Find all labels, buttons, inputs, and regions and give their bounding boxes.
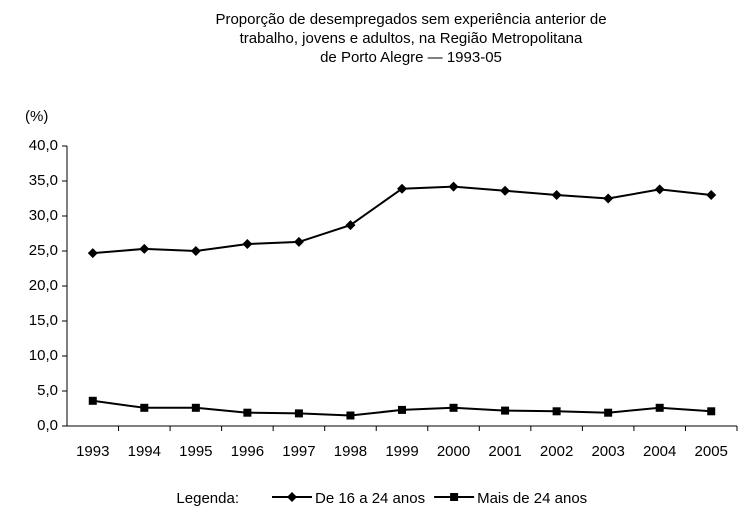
marker-diamond (190, 246, 201, 256)
x-tick-label: 1995 (179, 443, 212, 460)
marker-diamond (654, 184, 665, 195)
marker-square (552, 407, 561, 416)
y-tick-label: 5,0 (37, 382, 58, 399)
marker-diamond (293, 236, 304, 247)
marker-diamond (139, 243, 150, 254)
x-tick-label: 2002 (540, 443, 573, 460)
x-tick-label: 2004 (643, 443, 676, 460)
marker-diamond (242, 239, 253, 249)
x-tick-label: 2000 (437, 443, 470, 460)
marker-square (346, 411, 355, 420)
x-tick-label: 2003 (591, 443, 624, 460)
marker-square (450, 493, 459, 501)
marker-square (294, 409, 303, 418)
marker-square (449, 403, 458, 412)
series-line (92, 185, 712, 255)
legend-label: De 16 a 24 anos (315, 490, 425, 507)
x-tick-label: 1996 (231, 443, 264, 460)
y-tick-label: 25,0 (29, 242, 58, 259)
marker-square (707, 407, 716, 416)
x-tick-label: 1998 (334, 443, 367, 460)
marker-diamond (551, 190, 562, 200)
chart-title: de Porto Alegre — 1993-05 (320, 49, 502, 66)
legend-label: Mais de 24 anos (477, 490, 587, 507)
y-tick-label: 30,0 (29, 207, 58, 224)
y-tick-label: 10,0 (29, 347, 58, 364)
marker-square (501, 406, 510, 415)
x-tick-label: 1993 (76, 443, 109, 460)
marker-diamond (500, 185, 511, 196)
y-tick-label: 35,0 (29, 172, 58, 189)
chart-title: Proporção de desempregados sem experiênc… (215, 11, 606, 28)
x-tick-label: 1997 (282, 443, 315, 460)
x-tick-label: 1994 (128, 443, 161, 460)
chart-title: trabalho, jovens e adultos, na Região Me… (240, 30, 583, 47)
marker-square (243, 408, 252, 417)
y-tick-label: 0,0 (37, 417, 58, 434)
marker-square (604, 408, 613, 417)
marker-square (88, 396, 97, 405)
y-tick-label: 40,0 (29, 137, 58, 154)
marker-diamond (397, 183, 407, 194)
marker-square (140, 403, 149, 412)
marker-diamond (706, 190, 717, 200)
marker-diamond (345, 220, 356, 231)
y-axis-label: (%) (25, 108, 48, 125)
x-tick-label: 1999 (385, 443, 418, 460)
marker-square (655, 403, 664, 412)
marker-diamond (287, 492, 297, 502)
legend-title: Legenda: (176, 490, 239, 507)
x-tick-label: 2005 (695, 443, 728, 460)
marker-diamond (603, 193, 614, 204)
y-tick-label: 20,0 (29, 277, 58, 294)
marker-diamond (448, 181, 459, 192)
marker-diamond (87, 248, 98, 259)
marker-square (191, 403, 200, 412)
marker-square (398, 405, 406, 414)
y-tick-label: 15,0 (29, 312, 58, 329)
x-tick-label: 2001 (488, 443, 521, 460)
